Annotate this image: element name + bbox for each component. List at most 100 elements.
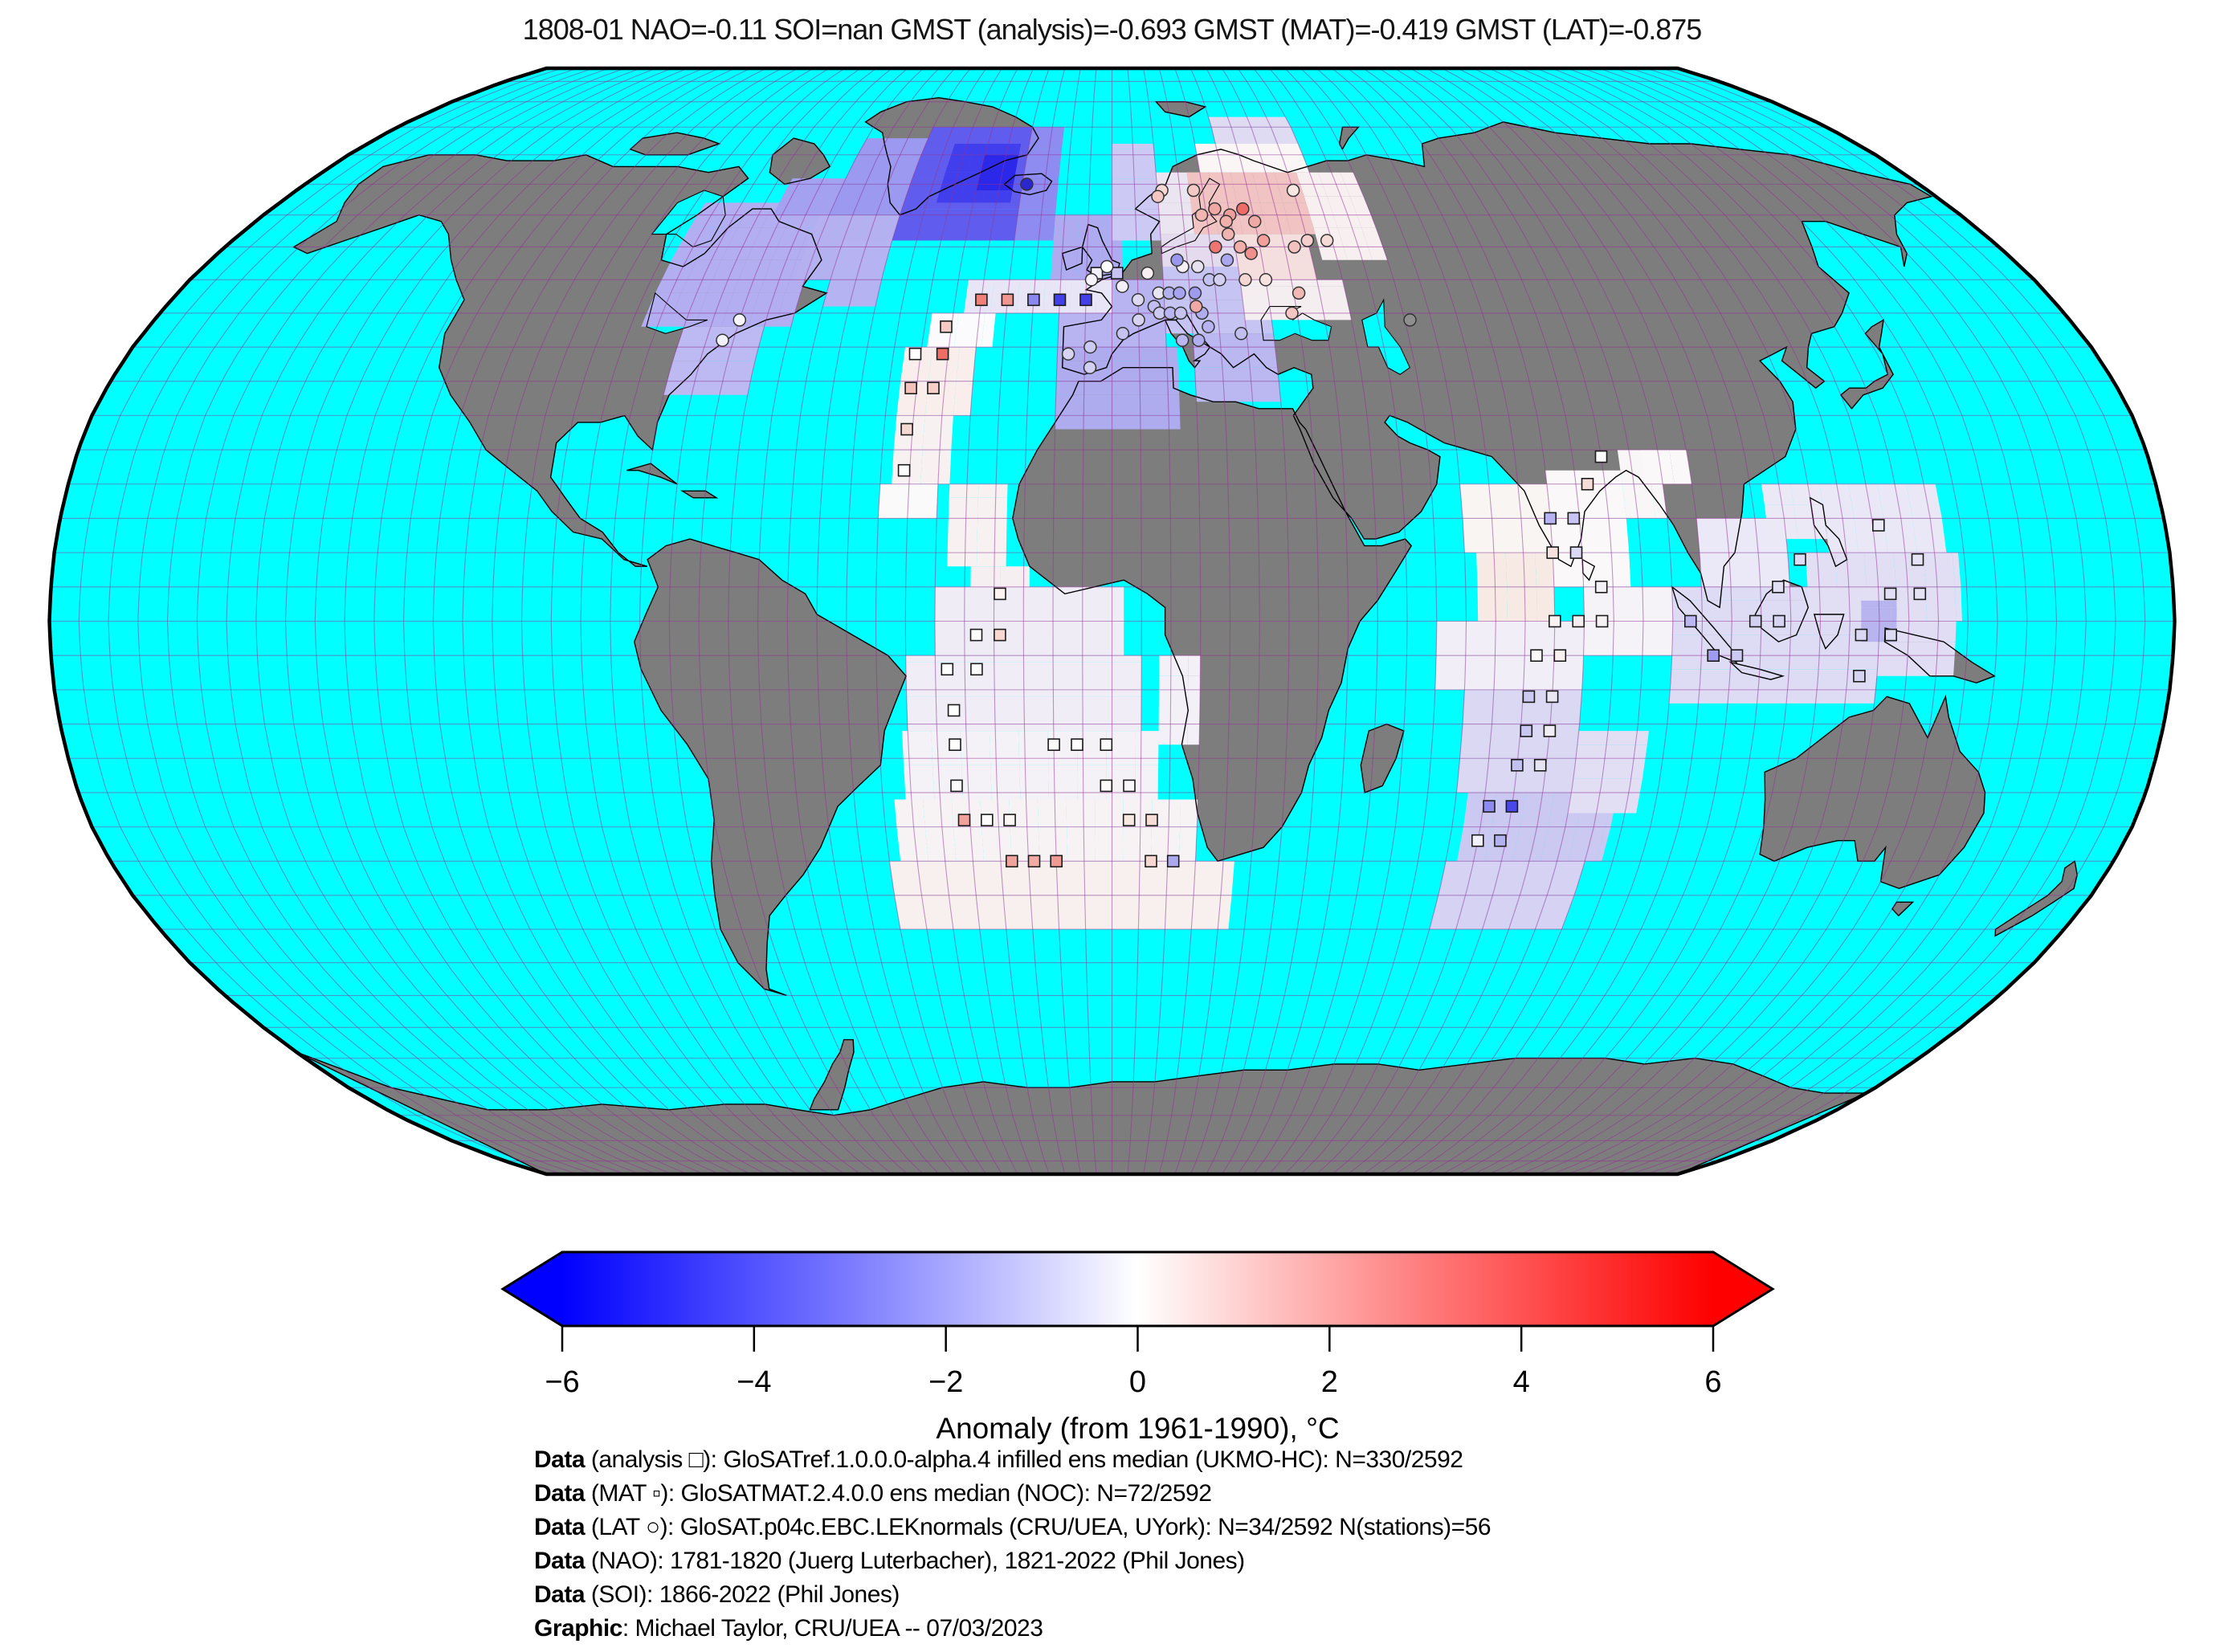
lat-marker-icon xyxy=(1061,347,1075,361)
mat-marker-icon xyxy=(1050,855,1063,868)
lat-marker-icon xyxy=(1244,247,1258,260)
mat-marker-icon xyxy=(970,663,983,676)
mat-marker-icon xyxy=(1027,855,1041,868)
mat-marker-icon xyxy=(975,293,988,307)
lat-marker-icon xyxy=(732,313,747,327)
mat-marker-icon xyxy=(1533,758,1547,772)
mat-marker-icon xyxy=(1544,512,1557,525)
mat-marker-icon xyxy=(1483,800,1496,813)
mat-marker-icon xyxy=(908,347,922,361)
mat-marker-icon xyxy=(994,587,1006,601)
attribution-line: Data (NAO): 1781-1820 (Juerg Luterbacher… xyxy=(534,1548,1245,1574)
colorbar-tick-label: −4 xyxy=(737,1365,771,1399)
mat-marker-icon xyxy=(1567,512,1581,525)
colorbar-right-arrow-icon xyxy=(1713,1252,1773,1326)
colorbar: −6 −4 −2 0 2 4 6 Anomaly (from 1961-1990), °C xyxy=(500,1250,1775,1445)
mat-marker-icon xyxy=(1145,855,1157,868)
lat-marker-icon xyxy=(1247,214,1262,228)
graticule xyxy=(48,67,2176,1175)
mat-marker-icon xyxy=(1079,293,1092,307)
mat-marker-icon xyxy=(1911,553,1924,566)
lat-marker-icon xyxy=(1213,273,1226,287)
colorbar-tick-label: −6 xyxy=(545,1365,579,1399)
mat-marker-icon xyxy=(1027,293,1040,307)
mat-marker-icon xyxy=(897,463,911,477)
mat-marker-icon xyxy=(1122,814,1136,826)
lat-marker-icon xyxy=(1132,313,1145,327)
mat-marker-icon xyxy=(936,347,949,361)
mat-marker-icon xyxy=(1684,614,1697,628)
lat-marker-icon xyxy=(1194,208,1209,222)
mat-marker-icon xyxy=(1553,649,1567,663)
mat-marker-icon xyxy=(1872,519,1885,532)
lat-circle-markers xyxy=(716,177,1417,374)
mat-marker-icon xyxy=(1545,690,1559,704)
lat-marker-icon xyxy=(1173,286,1186,300)
lat-marker-icon xyxy=(1320,234,1334,247)
mat-marker-icon xyxy=(1520,724,1533,737)
mat-marker-icon xyxy=(1001,293,1014,307)
lat-marker-icon xyxy=(1141,266,1155,280)
lat-marker-icon xyxy=(1100,259,1114,274)
attribution-line: Data (MAT ▫): GloSATMAT.2.4.0.0 ens medi… xyxy=(534,1480,1212,1507)
lat-marker-icon xyxy=(1220,253,1234,267)
attribution-line: Data (LAT ○): GloSAT.p04c.EBC.LEKnormals… xyxy=(534,1514,1491,1540)
mat-marker-icon xyxy=(1471,834,1484,847)
attribution-line: Data (analysis □): GloSATref.1.0.0.0-alp… xyxy=(534,1446,1463,1473)
mat-marker-icon xyxy=(1853,669,1866,683)
lat-marker-icon xyxy=(1292,286,1306,300)
mat-marker-icon xyxy=(1546,546,1559,559)
mat-marker-icon xyxy=(1749,614,1762,628)
colorbar-tick-label: 2 xyxy=(1321,1365,1338,1399)
lat-marker-icon xyxy=(1234,327,1248,341)
mat-square-markers xyxy=(897,267,1927,868)
lat-marker-icon xyxy=(1083,340,1097,354)
lat-marker-icon xyxy=(1300,234,1315,247)
lat-marker-icon xyxy=(1175,333,1190,347)
mat-marker-icon xyxy=(1549,614,1561,628)
mat-marker-icon xyxy=(904,381,917,395)
mat-marker-icon xyxy=(1123,779,1136,793)
mat-marker-icon xyxy=(1071,738,1083,752)
map-outline xyxy=(47,66,2177,1177)
mat-marker-icon xyxy=(1773,614,1785,628)
mat-marker-icon xyxy=(949,738,961,752)
mat-marker-icon xyxy=(1855,628,1868,642)
lat-marker-icon xyxy=(1083,361,1097,374)
mat-marker-icon xyxy=(1595,614,1609,628)
lat-marker-icon xyxy=(1209,240,1222,254)
mat-marker-icon xyxy=(1100,779,1113,793)
lat-marker-icon xyxy=(1188,286,1202,300)
lat-marker-icon xyxy=(1285,306,1299,320)
mat-marker-icon xyxy=(1884,628,1897,642)
colorbar-tick-label: −2 xyxy=(928,1365,963,1399)
colorbar-tick-label: 6 xyxy=(1704,1365,1721,1399)
lat-marker-icon xyxy=(1020,177,1034,191)
mat-marker-icon xyxy=(940,320,953,333)
lat-marker-icon xyxy=(1084,273,1099,287)
colorbar-label: Anomaly (from 1961-1990), °C xyxy=(936,1412,1339,1445)
mat-marker-icon xyxy=(927,381,940,395)
mat-marker-icon xyxy=(1543,724,1557,737)
lat-marker-icon xyxy=(1287,240,1301,254)
mat-marker-icon xyxy=(1522,690,1536,704)
lat-marker-icon xyxy=(1259,273,1273,287)
mat-marker-icon xyxy=(1003,814,1016,826)
lat-marker-icon xyxy=(1202,320,1215,334)
mat-marker-icon xyxy=(1505,800,1519,813)
lat-marker-icon xyxy=(1173,306,1188,320)
lat-marker-icon xyxy=(1192,333,1206,347)
colorbar-tick-label: 4 xyxy=(1513,1365,1530,1399)
mat-marker-icon xyxy=(1111,267,1124,279)
mat-marker-icon xyxy=(947,704,961,717)
mat-marker-icon xyxy=(1730,649,1744,663)
mat-marker-icon xyxy=(1572,614,1585,628)
mat-marker-icon xyxy=(1772,580,1785,593)
lat-marker-icon xyxy=(1191,259,1205,274)
mat-marker-icon xyxy=(1913,587,1927,601)
lat-marker-icon xyxy=(1286,183,1300,198)
lat-marker-icon xyxy=(1403,313,1417,327)
lat-marker-icon xyxy=(1219,214,1233,228)
mat-marker-icon xyxy=(1594,450,1608,463)
